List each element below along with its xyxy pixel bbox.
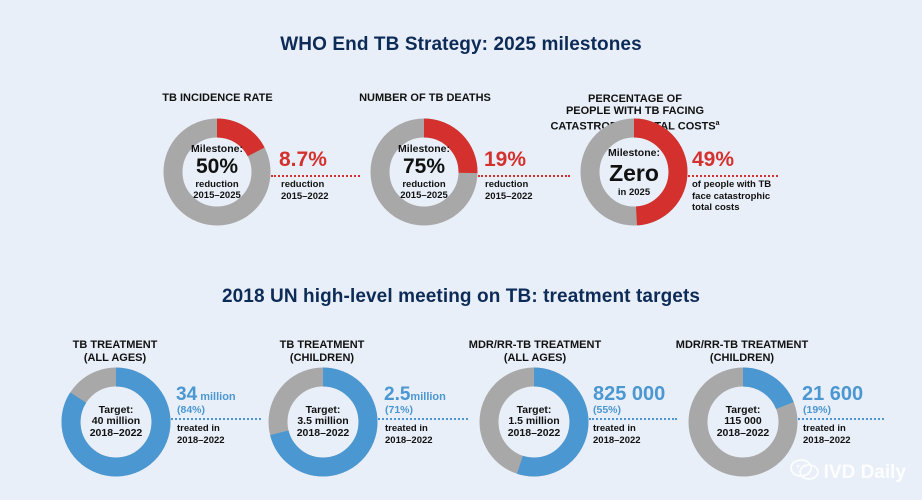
heading-tb-incidence-rate: TB INCIDENCE RATE <box>162 92 273 104</box>
result-value: 825 000 <box>593 383 665 406</box>
dotted-leader-line <box>378 418 468 420</box>
center-target-value: 3.5 million <box>297 415 349 428</box>
donut-tb-treatment-children: Target: 3.5 million 2018–2022 <box>268 367 378 477</box>
donut-ring <box>370 118 478 226</box>
donut-center: Target: 115 000 2018–2022 <box>706 385 780 459</box>
heading-text: PERCENTAGE OF PEOPLE WITH TB FACING CATA… <box>550 92 716 133</box>
donut-center: Target: 3.5 million 2018–2022 <box>286 385 360 459</box>
donut-ring <box>61 367 171 477</box>
result-note: treated in 2018–2022 <box>593 423 641 446</box>
center-sub-text: in 2025 <box>617 186 651 198</box>
heading-tb-treatment-all-ages: TB TREATMENT (ALL AGES) <box>72 339 158 364</box>
heading-number-of-tb-deaths: NUMBER OF TB DEATHS <box>359 92 491 104</box>
center-sub-text: reduction <box>402 179 446 190</box>
donut-center: Milestone: Zero in 2025 <box>598 136 670 208</box>
result-note: reduction 2015–2022 <box>281 179 329 202</box>
donut-progress-arc <box>370 118 478 226</box>
donut-center: Target: 40 million 2018–2022 <box>79 385 153 459</box>
watermark: IVD Daily <box>789 458 906 488</box>
donut-ring <box>479 367 589 477</box>
center-period: 2018–2022 <box>507 426 561 439</box>
dotted-leader-line <box>589 418 677 420</box>
center-target-value: 115 000 <box>724 415 762 428</box>
donut-progress-arc <box>268 367 378 477</box>
center-target-value: 1.5 million <box>508 415 560 428</box>
dotted-leader-line <box>171 418 261 420</box>
heading-tb-treatment-children: TB TREATMENT (CHILDREN) <box>279 339 365 364</box>
donut-tb-treatment-all-ages: Target: 40 million 2018–2022 <box>61 367 171 477</box>
donut-progress-arc <box>688 367 798 477</box>
center-label: Target: <box>725 403 761 416</box>
donut-center: Target: 1.5 million 2018–2022 <box>497 385 571 459</box>
center-target-value: 40 million <box>91 415 141 428</box>
donut-mdr-treatment-all-ages: Target: 1.5 million 2018–2022 <box>479 367 589 477</box>
center-period: 2015–2025 <box>400 190 448 201</box>
result-value: 49% <box>692 148 735 171</box>
result-percent: (55%) <box>593 404 622 416</box>
center-label: Target: <box>305 403 341 416</box>
heading-catastrophic-costs: PERCENTAGE OF PEOPLE WITH TB FACING CATA… <box>540 80 730 133</box>
donut-progress-arc <box>479 367 589 477</box>
dotted-leader-line <box>478 175 570 177</box>
center-label: Milestone: <box>608 146 660 159</box>
section-title-end-tb-strategy: WHO End TB Strategy: 2025 milestones <box>280 34 642 55</box>
heading-mdr-treatment-all-ages: MDR/RR-TB TREATMENT (ALL AGES) <box>468 339 602 364</box>
result-number: 825 000 <box>593 383 666 405</box>
result-number: 34 <box>176 384 198 405</box>
center-period: 2018–2022 <box>716 426 770 439</box>
donut-number-of-tb-deaths: Milestone: 75% reduction 2015–2025 <box>370 118 478 226</box>
center-milestone-value: 50% <box>195 155 239 178</box>
result-note: of people with TB face catastrophic tota… <box>692 179 772 213</box>
center-label: Milestone: <box>398 143 450 155</box>
result-percent: (71%) <box>385 404 414 416</box>
wechat-icon <box>789 458 820 488</box>
center-period: 2018–2022 <box>296 426 350 439</box>
result-value: 19% <box>484 148 527 171</box>
donut-progress-arc <box>61 367 171 477</box>
watermark-text: IVD Daily <box>823 462 906 483</box>
result-value: 8.7% <box>279 148 327 171</box>
result-unit: million <box>197 391 236 403</box>
result-note: treated in 2018–2022 <box>177 423 225 446</box>
center-milestone-value: Zero <box>609 159 659 186</box>
donut-center: Milestone: 75% reduction 2015–2025 <box>388 136 460 208</box>
center-label: Milestone: <box>191 143 243 155</box>
dotted-leader-line <box>271 175 360 177</box>
donut-progress-arc <box>580 118 688 226</box>
result-number: 2.5 <box>384 384 411 405</box>
dotted-leader-line <box>798 418 884 420</box>
footnote-marker: a <box>715 119 720 127</box>
center-milestone-value: 75% <box>402 155 446 178</box>
result-value: 2.5million <box>384 384 446 406</box>
result-note: treated in 2018–2022 <box>385 423 433 446</box>
dotted-leader-line <box>688 175 778 177</box>
result-value: 21 600 <box>802 383 863 406</box>
center-label: Target: <box>516 403 552 416</box>
donut-progress-arc <box>163 118 271 226</box>
result-percent: (19%) <box>803 404 832 416</box>
result-unit: million <box>410 391 446 403</box>
center-sub-text: reduction <box>195 179 239 190</box>
heading-mdr-treatment-children: MDR/RR-TB TREATMENT (CHILDREN) <box>675 339 809 364</box>
result-number: 21 600 <box>802 383 864 405</box>
donut-center: Milestone: 50% reduction 2015–2025 <box>181 136 253 208</box>
donut-ring <box>163 118 271 226</box>
result-value: 34 million <box>176 384 236 406</box>
result-note: reduction 2015–2022 <box>485 179 533 202</box>
center-period: 2015–2025 <box>193 190 241 201</box>
donut-ring <box>580 118 688 226</box>
result-note: treated in 2018–2022 <box>803 423 851 446</box>
donut-ring <box>268 367 378 477</box>
center-label: Target: <box>98 403 134 416</box>
section-title-un-high-level-meeting: 2018 UN high-level meeting on TB: treatm… <box>221 286 701 307</box>
center-period: 2018–2022 <box>89 426 143 439</box>
donut-tb-incidence-rate: Milestone: 50% reduction 2015–2025 <box>163 118 271 226</box>
donut-catastrophic-costs: Milestone: Zero in 2025 <box>580 118 688 226</box>
donut-mdr-treatment-children: Target: 115 000 2018–2022 <box>688 367 798 477</box>
result-percent: (84%) <box>177 404 206 416</box>
donut-ring <box>688 367 798 477</box>
